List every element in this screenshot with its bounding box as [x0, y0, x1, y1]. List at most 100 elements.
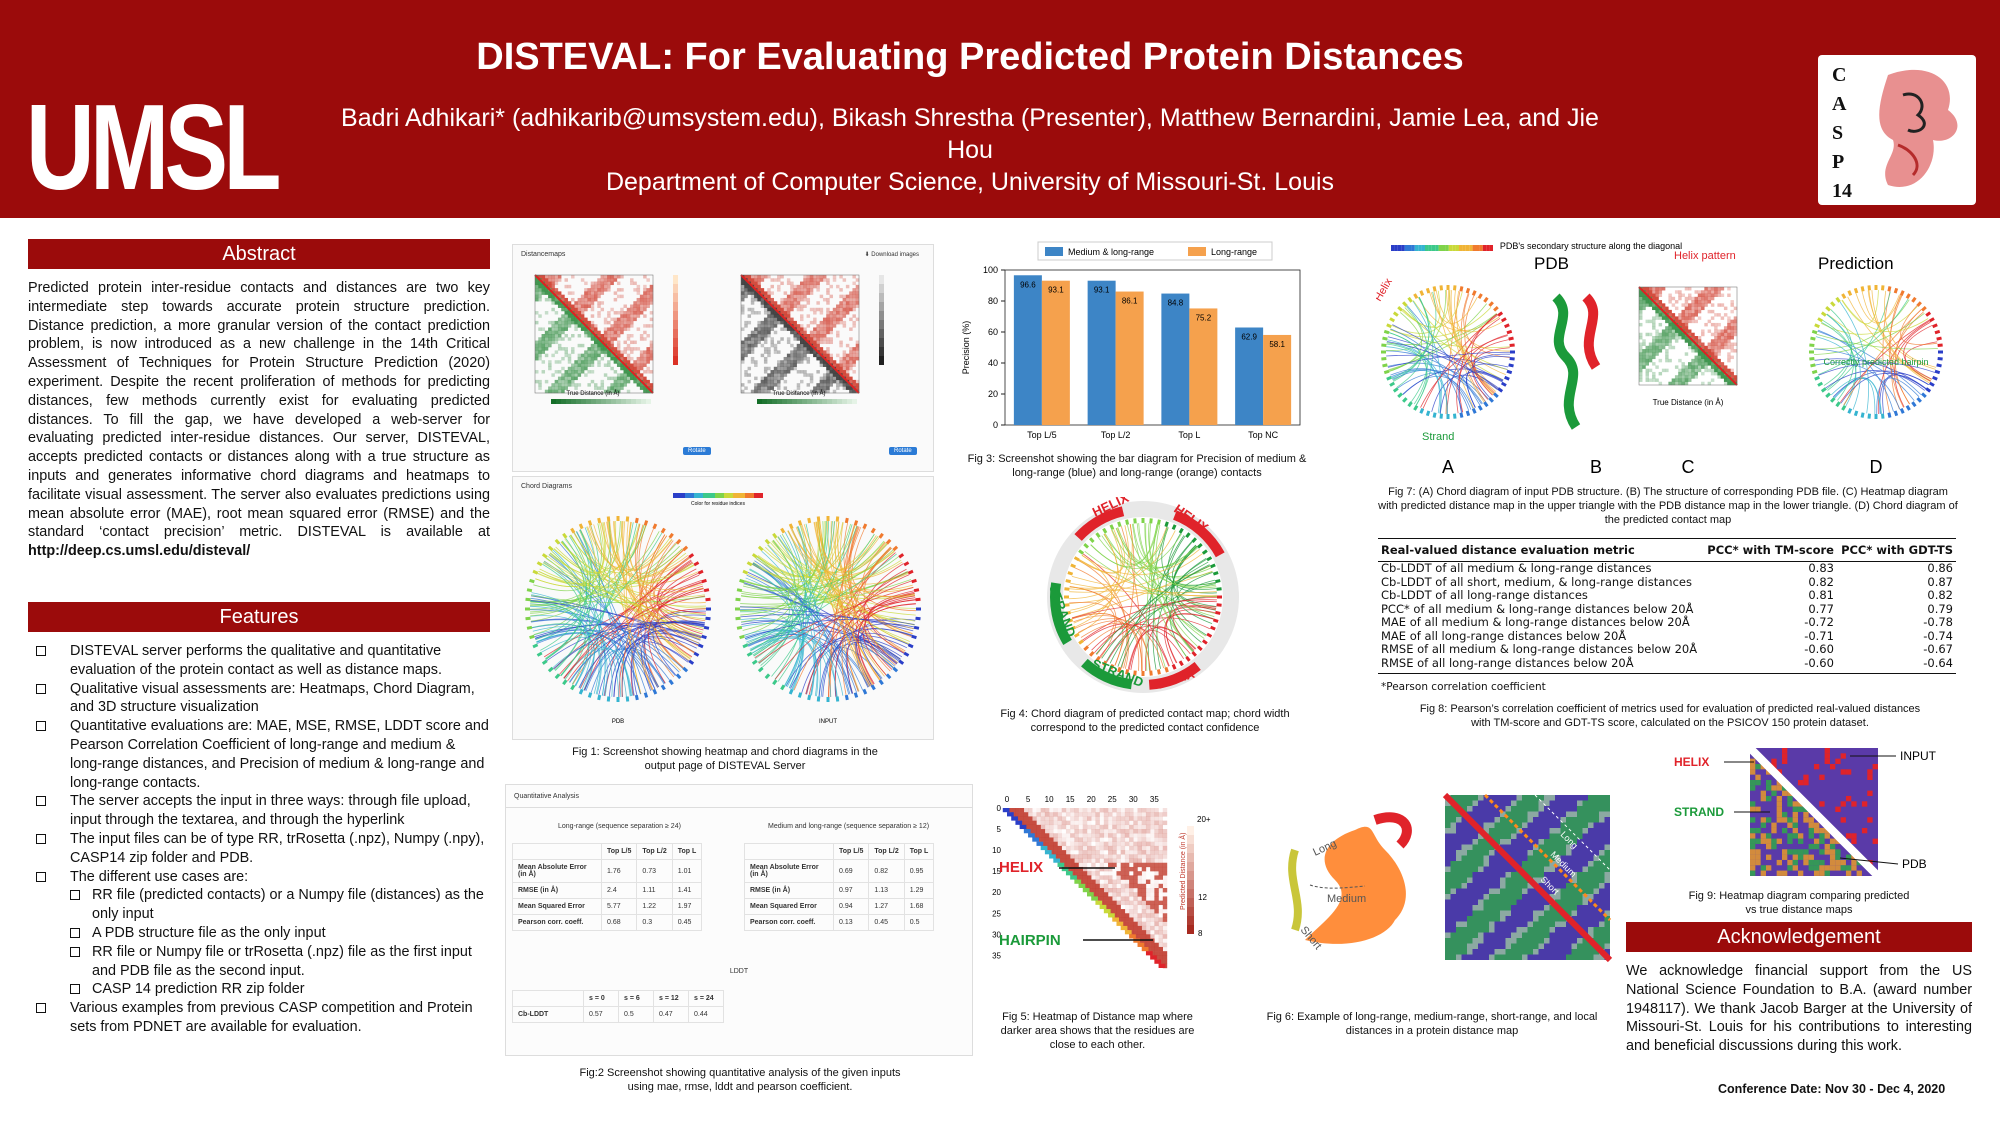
map-cell — [1522, 806, 1528, 812]
map-cell — [1505, 877, 1511, 883]
heat-cell — [741, 294, 745, 299]
panel-letter: C — [1682, 457, 1695, 477]
server-link[interactable]: http://deep.cs.umsl.edu/disteval/ — [28, 543, 251, 560]
ring-segment — [1853, 287, 1859, 294]
map-cell — [1549, 910, 1555, 916]
heat-cell — [803, 281, 807, 286]
chord-line — [1466, 363, 1509, 408]
heat-cell — [1137, 913, 1142, 918]
heat-cell — [626, 343, 631, 348]
rotate-button-right[interactable]: Rotate — [889, 447, 917, 455]
ring-segment — [739, 634, 745, 640]
chord-line — [1456, 334, 1508, 414]
map-cell — [1851, 801, 1857, 807]
heat-cell — [541, 327, 546, 331]
heat-cell — [626, 311, 631, 315]
heat-cell — [852, 353, 856, 358]
heat-cell — [1158, 862, 1163, 868]
heat-cell — [646, 347, 650, 351]
heat-cell — [616, 327, 621, 331]
heat-cell — [1137, 845, 1142, 851]
heat-cell — [1681, 303, 1685, 307]
heat-cell — [819, 356, 824, 361]
heat-cell — [1150, 837, 1155, 842]
colorbar-step — [757, 493, 760, 498]
chord-line — [805, 595, 916, 695]
heat-cell — [832, 311, 837, 315]
ring-segment — [885, 673, 892, 680]
ring-segment — [736, 625, 743, 630]
heat-cell — [1100, 880, 1104, 884]
heat-cell — [1158, 833, 1163, 838]
heat-cell — [1707, 296, 1712, 301]
heat-cell — [855, 278, 860, 282]
heat-cell — [1665, 316, 1669, 320]
heat-cell — [1142, 917, 1146, 921]
chord-line — [1388, 332, 1422, 388]
heat-cell — [1154, 841, 1159, 847]
rotate-button-left[interactable]: Rotate — [683, 447, 711, 455]
ring-segment — [1381, 356, 1387, 361]
heat-cell — [796, 350, 801, 354]
heat-cell — [1137, 820, 1142, 826]
heat-cell — [1691, 332, 1695, 337]
heat-cell — [639, 356, 644, 361]
heat-cell — [822, 275, 827, 279]
heat-cell — [1704, 293, 1708, 297]
bar-step — [827, 399, 832, 404]
map-cell — [1450, 872, 1456, 878]
heat-cell — [796, 337, 801, 341]
feature-item: CASP 14 prediction RR zip folder — [28, 980, 490, 999]
heat-cell — [1138, 867, 1142, 871]
map-cell — [1560, 844, 1566, 850]
chord-line — [576, 531, 647, 693]
chord-line — [818, 521, 877, 570]
colorbar-step — [724, 493, 727, 498]
heat-cell — [1645, 375, 1649, 379]
heat-cell — [1074, 820, 1079, 826]
chord-line — [1448, 289, 1497, 392]
map-cell — [1599, 806, 1605, 812]
chord-line — [530, 619, 684, 669]
heat-cell — [541, 340, 546, 345]
heat-cell — [855, 304, 860, 308]
map-cell — [1522, 861, 1528, 867]
map-cell — [1813, 822, 1820, 828]
heat-cell — [1707, 342, 1712, 346]
ring-segment — [1814, 323, 1820, 329]
heat-cell — [1655, 336, 1659, 340]
heat-cell — [826, 340, 830, 345]
heat-cell — [1150, 888, 1155, 893]
heat-cell — [763, 360, 768, 364]
heat-cell — [803, 356, 807, 361]
ring-segment — [1887, 286, 1892, 292]
heat-cell — [1648, 300, 1653, 304]
heat-cell — [1162, 854, 1168, 859]
heat-cell — [836, 307, 840, 312]
heat-cell — [1717, 349, 1721, 353]
heat-cell — [1684, 300, 1689, 304]
legend-swatch — [1188, 247, 1206, 256]
heat-cell — [829, 366, 833, 371]
heat-cell — [1074, 845, 1079, 851]
download-images-link[interactable]: ⬇ Download images — [864, 252, 919, 258]
heat-cell — [816, 324, 820, 328]
heat-cell — [1121, 859, 1125, 863]
heat-cell — [1061, 837, 1067, 842]
map-cell — [1516, 938, 1522, 944]
heat-cell — [1684, 296, 1689, 301]
heat-cell — [574, 376, 578, 381]
heat-cell — [551, 373, 555, 377]
map-cell — [1776, 795, 1782, 802]
heat-cell — [639, 334, 644, 338]
heat-cell — [1124, 871, 1130, 876]
map-cell — [1588, 894, 1594, 900]
ring-segment — [1820, 311, 1827, 317]
heat-cell — [1162, 959, 1168, 964]
heat-cell — [584, 317, 588, 322]
map-cell — [1489, 833, 1495, 839]
ring-segment — [688, 553, 695, 559]
map-cell — [1456, 800, 1462, 806]
heat-cell — [1674, 326, 1679, 330]
heat-cell — [1091, 821, 1095, 825]
